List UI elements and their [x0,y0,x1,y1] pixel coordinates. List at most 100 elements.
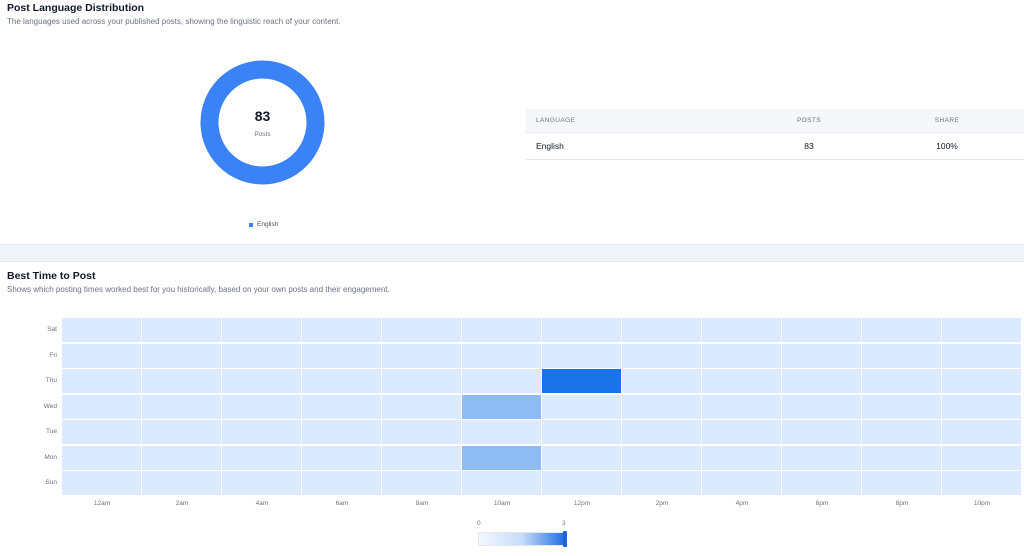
heatmap-cell[interactable] [542,471,621,495]
heatmap-cell[interactable] [142,471,221,495]
heatmap-cell[interactable] [782,318,861,342]
heatmap-row-label: Sun [45,479,57,486]
heatmap-cell[interactable] [542,318,621,342]
heatmap-cell[interactable] [782,343,861,368]
heatmap-cell[interactable] [302,318,381,342]
heatmap-cell[interactable] [702,318,781,342]
heatmap-cell[interactable] [142,343,221,368]
heatmap-cell[interactable] [142,369,221,393]
heatmap-cell[interactable] [302,369,381,393]
heatmap-cell[interactable] [942,394,1021,419]
heatmap-cell[interactable] [222,369,301,393]
legend-item-english: English [257,221,279,228]
heatmap-cell[interactable] [622,420,701,444]
heatmap-cell[interactable] [62,369,141,393]
header-posts[interactable]: POSTS [796,117,822,124]
heatmap-cell[interactable] [542,343,621,368]
heatmap-cell[interactable] [622,445,701,470]
heatmap-cell[interactable] [62,318,141,342]
heatmap-cell[interactable] [702,369,781,393]
heatmap-cell[interactable] [782,445,861,470]
heatmap-cell[interactable] [62,343,141,368]
heatmap-cell[interactable] [622,318,701,342]
heatmap-cell[interactable] [702,420,781,444]
heatmap-cell[interactable] [462,394,541,419]
heatmap-col-label: 2am [175,500,189,507]
cell-posts: 83 [804,141,814,151]
heatmap-cell[interactable] [942,369,1021,393]
heatmap-cell[interactable] [942,318,1021,342]
heatmap-cell[interactable] [302,445,381,470]
heatmap-cell[interactable] [302,343,381,368]
heatmap-cell[interactable] [862,445,941,470]
heatmap-cell[interactable] [942,420,1021,444]
heatmap-cell[interactable] [302,471,381,495]
heatmap-cell[interactable] [702,343,781,368]
heatmap-cell[interactable] [462,369,541,393]
header-language[interactable]: LANGUAGE [536,117,576,124]
heatmap-cell[interactable] [622,369,701,393]
heatmap-cell[interactable] [142,318,221,342]
heatmap-cell[interactable] [462,471,541,495]
heatmap-cell[interactable] [302,394,381,419]
heatmap-cell[interactable] [462,445,541,470]
heatmap-cell[interactable] [542,420,621,444]
heatmap-cell[interactable] [862,394,941,419]
heatmap-cell[interactable] [942,471,1021,495]
header-share[interactable]: SHARE [934,117,960,124]
heatmap-cell[interactable] [382,394,461,419]
heatmap-cell[interactable] [222,394,301,419]
heatmap-cell[interactable] [622,394,701,419]
heatmap-cell[interactable] [702,445,781,470]
heatmap-cell[interactable] [382,343,461,368]
heatmap-cell[interactable] [462,318,541,342]
heatmap-cell[interactable] [862,420,941,444]
heatmap-cell[interactable] [142,394,221,419]
heatmap-cell[interactable] [862,369,941,393]
heatmap-cell[interactable] [382,445,461,470]
language-donut-chart[interactable]: 83 Posts [200,60,325,185]
heatmap-cell[interactable] [142,420,221,444]
heatmap-cell[interactable] [622,471,701,495]
heatmap-cell[interactable] [782,471,861,495]
heatmap-cell[interactable] [62,471,141,495]
heatmap-cell[interactable] [382,318,461,342]
heatmap-cell[interactable] [222,420,301,444]
heatmap-row-label: Mon [44,453,57,461]
heatmap-cell[interactable] [702,471,781,495]
heatmap-cell[interactable] [542,394,621,419]
heatmap-cell[interactable] [782,420,861,444]
heatmap-col-label: 6pm [815,500,829,507]
heatmap-cell[interactable] [222,343,301,368]
heatmap-cell[interactable] [462,343,541,368]
heatmap-cell[interactable] [142,445,221,470]
heatmap-cell[interactable] [62,445,141,470]
heatmap-cell[interactable] [542,369,621,393]
heatmap-cell[interactable] [222,445,301,470]
heatmap-cell[interactable] [462,420,541,444]
heatmap-cell[interactable] [862,471,941,495]
heatmap-cell[interactable] [62,420,141,444]
donut-slice-english[interactable] [200,60,325,185]
heatmap-cell[interactable] [382,420,461,444]
heatmap-cell[interactable] [862,318,941,342]
heatmap-cell[interactable] [62,394,141,419]
heatmap-cell[interactable] [302,420,381,444]
heatmap-cell[interactable] [942,445,1021,470]
heatmap-cell[interactable] [542,445,621,470]
heatmap-cell[interactable] [782,369,861,393]
heatmap-cell[interactable] [382,369,461,393]
color-scale-handle[interactable] [563,531,567,547]
heatmap-cell[interactable] [222,318,301,342]
heatmap-col-label: 4pm [735,500,749,507]
heatmap-cell[interactable] [782,394,861,419]
color-scale-bar[interactable] [478,532,566,546]
heatmap-cell[interactable] [942,343,1021,368]
donut-legend[interactable]: English [249,221,278,228]
heatmap-cell[interactable] [222,471,301,495]
heatmap-cell[interactable] [862,343,941,368]
heatmap-col-label: 12am [93,500,111,507]
heatmap-cell[interactable] [702,394,781,419]
heatmap-cell[interactable] [382,471,461,495]
heatmap-cell[interactable] [622,343,701,368]
